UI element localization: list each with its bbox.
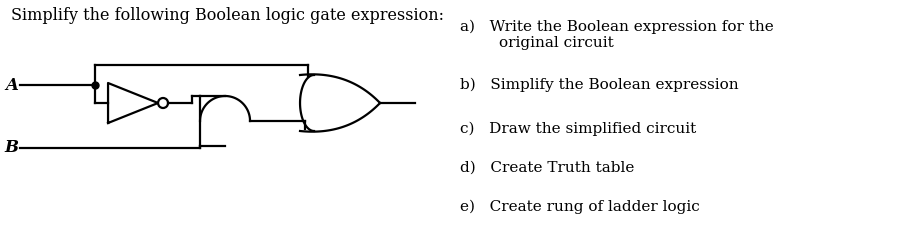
Text: c)   Draw the simplified circuit: c) Draw the simplified circuit (460, 122, 696, 136)
Text: A: A (6, 77, 18, 94)
Text: B: B (4, 139, 18, 156)
Text: a)   Write the Boolean expression for the
        original circuit: a) Write the Boolean expression for the … (460, 19, 773, 50)
Text: b)   Simplify the Boolean expression: b) Simplify the Boolean expression (460, 78, 738, 92)
Text: d)   Create Truth table: d) Create Truth table (460, 160, 634, 174)
Text: e)   Create rung of ladder logic: e) Create rung of ladder logic (460, 199, 699, 214)
Text: Simplify the following Boolean logic gate expression:: Simplify the following Boolean logic gat… (11, 7, 444, 24)
